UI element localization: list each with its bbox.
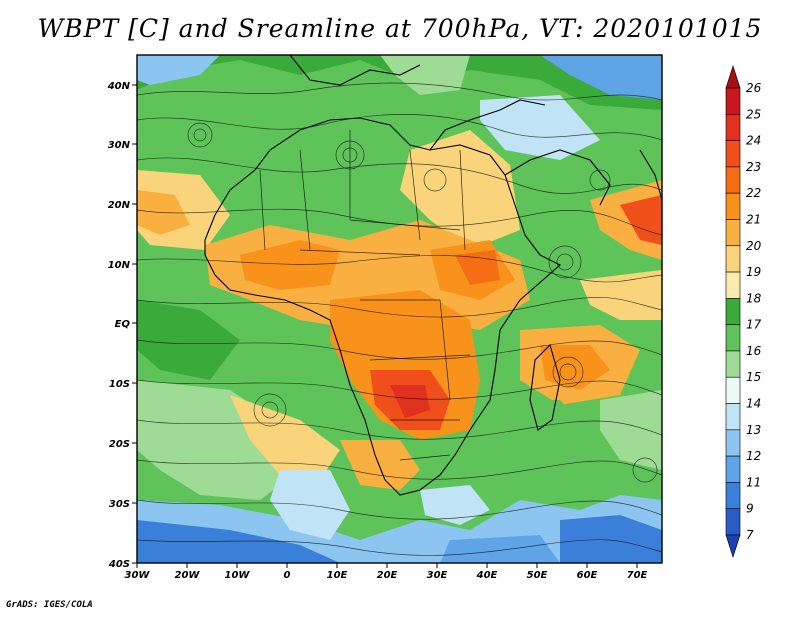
- colorbar-segment: [725, 350, 741, 378]
- colorbar-label: 13: [746, 423, 761, 437]
- borders: [259, 130, 471, 461]
- colorbar-segment: [725, 140, 741, 168]
- colorbar-label: 20: [746, 239, 762, 253]
- colorbar-label: 23: [746, 160, 761, 174]
- colorbar-segment: [725, 376, 741, 404]
- lon-tick-label: 30W: [125, 570, 151, 581]
- lat-tick-label: EQ: [115, 319, 131, 330]
- coastlines: [204, 55, 662, 496]
- lon-tick-label: 10W: [225, 570, 251, 581]
- colorbar-label: 9: [746, 502, 754, 516]
- lon-tick-label: 50E: [527, 570, 548, 581]
- colorbar-label: 25: [746, 107, 761, 121]
- colorbar: 26 25 24 23 22 21 20 19 18 17 16 15 14 13 12 11 9 7: [725, 65, 762, 558]
- colorbar-segment: [725, 508, 741, 536]
- lat-axis: 40N 30N 20N 10N EQ 10S 20S 30S 40S: [107, 81, 137, 570]
- colorbar-segment: [725, 271, 741, 299]
- lon-tick-label: 20W: [175, 570, 201, 581]
- colorbar-segment: [725, 113, 741, 141]
- colorbar-label: 24: [746, 134, 761, 148]
- lon-tick-label: 40E: [476, 570, 498, 581]
- lon-tick-label: 10E: [327, 570, 348, 581]
- colorbar-label: 16: [746, 344, 762, 358]
- colorbar-segment: [725, 245, 741, 273]
- lat-tick-label: 30S: [109, 499, 130, 510]
- lon-tick-label: 30E: [427, 570, 448, 581]
- colorbar-label: 21: [746, 212, 761, 226]
- colorbar-segment: [725, 455, 741, 483]
- colorbar-segment: [725, 298, 741, 325]
- lon-tick-label: 60E: [577, 570, 598, 581]
- colorbar-segment: [725, 192, 741, 220]
- colorbar-label: 12: [746, 449, 761, 463]
- colorbar-label: 15: [746, 370, 761, 384]
- colorbar-label: 22: [746, 186, 761, 200]
- colorbar-segment: [725, 429, 741, 457]
- lon-tick-label: 70E: [627, 570, 648, 581]
- lat-tick-label: 30N: [108, 140, 131, 151]
- lat-tick-label: 20S: [109, 439, 130, 450]
- colorbar-segment: [725, 482, 741, 510]
- colorbar-segment: [725, 403, 741, 431]
- lon-axis: 30W 20W 10W 0 10E 20E 30E 40E 50E 60E 70…: [125, 563, 648, 581]
- lat-tick-label: 40S: [108, 559, 130, 570]
- credit-text: GrADS: IGES/COLA: [6, 600, 93, 610]
- wbpt-shading: [137, 55, 662, 563]
- lat-tick-label: 20N: [108, 200, 131, 211]
- colorbar-label: 17: [746, 318, 762, 332]
- colorbar-segment: [725, 166, 741, 194]
- lat-tick-label: 10S: [109, 379, 130, 390]
- map-frame: [136, 54, 663, 564]
- colorbar-segment: [725, 219, 741, 247]
- colorbar-top-arrow: [725, 65, 741, 89]
- lon-tick-label: 20E: [377, 570, 398, 581]
- map-title: WBPT [C] and Sreamline at 700hPa, VT: 20…: [37, 14, 763, 43]
- colorbar-label: 19: [746, 265, 761, 279]
- colorbar-segment: [725, 87, 741, 115]
- lat-tick-label: 40N: [107, 81, 131, 92]
- lon-tick-label: 0: [284, 570, 291, 581]
- colorbar-label: 14: [746, 397, 761, 411]
- colorbar-label: 26: [746, 81, 762, 95]
- colorbar-segment: [725, 324, 741, 352]
- colorbar-label: 11: [746, 475, 761, 489]
- lat-tick-label: 10N: [108, 260, 131, 271]
- colorbar-label: 18: [746, 291, 762, 305]
- colorbar-label: 7: [746, 528, 754, 542]
- colorbar-bottom-arrow: [725, 534, 741, 558]
